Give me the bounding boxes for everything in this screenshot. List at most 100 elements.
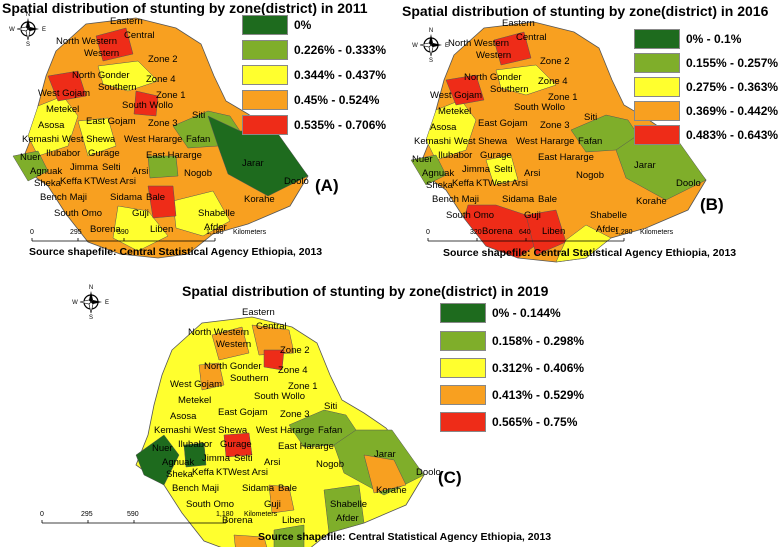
legend-item: 0% - 0.1% xyxy=(634,29,741,49)
zone-label: West Hararge xyxy=(256,425,314,436)
source-note-c: Source shapefile: Central Statistical Ag… xyxy=(258,531,552,543)
zone-label: Zone 4 xyxy=(538,76,568,87)
zone-label: Fafan xyxy=(186,134,210,145)
source-note-b: Source shapefile: Central Statistical Ag… xyxy=(443,247,737,259)
zone-label: Gurage xyxy=(88,148,120,159)
legend-item: 0.344% - 0.437% xyxy=(242,65,386,85)
zone-label: Doolo xyxy=(284,176,309,187)
scale-tick: 1,280 xyxy=(615,229,633,236)
zone-label: Korahe xyxy=(244,194,275,205)
scale-tick: 640 xyxy=(519,229,531,236)
zone-label: North Gonder xyxy=(72,70,130,81)
zone-label: Zone 1 xyxy=(288,381,318,392)
legend-label: 0.344% - 0.437% xyxy=(294,68,387,82)
compass-w-b: W xyxy=(412,43,418,49)
legend-swatch xyxy=(634,101,680,121)
zone-label: Bale xyxy=(146,192,165,203)
zone-label: Southern xyxy=(490,84,529,95)
zone-label: Afder xyxy=(336,513,359,524)
legend-label: 0.413% - 0.529% xyxy=(492,388,585,402)
legend-swatch xyxy=(242,115,288,135)
zone-label: West Arsi xyxy=(96,176,136,187)
zone-label: Central xyxy=(516,32,547,43)
zone-label: Zone 3 xyxy=(148,118,178,129)
zone-label: Korahe xyxy=(376,485,407,496)
zone-label: South Wollo xyxy=(122,100,173,111)
scale-unit: Kilometers xyxy=(640,229,674,236)
zone-label: East Hararge xyxy=(278,441,334,452)
compass-s-b: S xyxy=(429,58,433,64)
zone-label: Zone 2 xyxy=(540,56,570,67)
legend-label: 0.226% - 0.333% xyxy=(294,43,387,57)
zone-label: Sidama xyxy=(502,194,535,205)
legend-label: 0.45% - 0.524% xyxy=(294,93,380,107)
zone-label: Doolo xyxy=(416,467,441,478)
zone-label: Keffa xyxy=(60,176,83,187)
scale-tick: 1,180 xyxy=(206,229,224,236)
compass-s-a: S xyxy=(26,42,30,48)
zone-label: KT xyxy=(476,178,488,189)
compass-n-c: N xyxy=(89,285,93,291)
zone-label: West Hararge xyxy=(124,134,182,145)
zone-label: Agnuak xyxy=(422,168,454,179)
panel-letter-c: (C) xyxy=(438,468,462,487)
zone-label: Eastern xyxy=(242,307,275,318)
zone-label: North Gonder xyxy=(464,72,522,83)
zone-label: Western xyxy=(216,339,251,350)
zone-label: Fafan xyxy=(578,136,602,147)
zone-label: South Omo xyxy=(186,499,234,510)
scale-tick: 590 xyxy=(127,511,139,518)
zone-label: West Shewa xyxy=(62,134,116,145)
compass-e-a: E xyxy=(42,27,46,33)
zone-label: Western xyxy=(476,50,511,61)
legend-label: 0.565% - 0.75% xyxy=(492,415,578,429)
zone-label: Agnuak xyxy=(162,457,194,468)
legend-item: 0.413% - 0.529% xyxy=(440,385,584,405)
zone-label: Jimma xyxy=(202,453,231,464)
legend-item: 0.565% - 0.75% xyxy=(440,412,577,432)
legend-item: 0.483% - 0.643% xyxy=(634,125,778,145)
legend-label: 0% xyxy=(294,18,312,32)
zone-label: Liben xyxy=(282,515,305,526)
panel-letter-a: (A) xyxy=(315,176,339,195)
zone-label: Zone 4 xyxy=(146,74,176,85)
zone-label: Selti xyxy=(494,164,512,175)
legend-swatch xyxy=(440,412,486,432)
panel-letter-b: (B) xyxy=(700,195,724,214)
zone-label: Jimma xyxy=(462,164,491,175)
zone-label: Jarar xyxy=(242,158,264,169)
zone-label: East Hararge xyxy=(538,152,594,163)
zone-label: Sheka xyxy=(34,178,62,189)
legend-label: 0.369% - 0.442% xyxy=(686,104,779,118)
zone-label: West Shewa xyxy=(454,136,508,147)
zone-label: West Arsi xyxy=(488,178,528,189)
zone-label: North Gonder xyxy=(204,361,262,372)
zone-label: Borena xyxy=(482,226,513,237)
zone-label: KT xyxy=(216,467,228,478)
zone-label: Doolo xyxy=(676,178,701,189)
legend-item: 0.45% - 0.524% xyxy=(242,90,379,110)
north-arrow-b: N S W E xyxy=(412,28,449,64)
zone-label: Sidama xyxy=(242,483,275,494)
zone-label: North Western xyxy=(56,36,117,47)
zone-label: Arsi xyxy=(524,168,540,179)
zone-label: Ilubabor xyxy=(438,150,472,161)
zone-label: West Gojam xyxy=(430,90,482,101)
legend-swatch xyxy=(440,385,486,405)
zone-label: Zone 2 xyxy=(148,54,178,65)
compass-e-b: E xyxy=(445,43,449,49)
legend-swatch xyxy=(242,90,288,110)
zone-label: Zone 2 xyxy=(280,345,310,356)
zone-label: Nogob xyxy=(576,170,604,181)
zone-label: Asosa xyxy=(170,411,197,422)
zone-label: KT xyxy=(84,176,96,187)
legend-swatch xyxy=(634,77,680,97)
legend-label: 0.275% - 0.363% xyxy=(686,80,779,94)
zone-label: Guji xyxy=(264,499,281,510)
zone-label: Eastern xyxy=(502,18,535,29)
source-note-a: Source shapefile: Central Statistical Ag… xyxy=(29,246,323,258)
legend-item: 0.275% - 0.363% xyxy=(634,77,778,97)
